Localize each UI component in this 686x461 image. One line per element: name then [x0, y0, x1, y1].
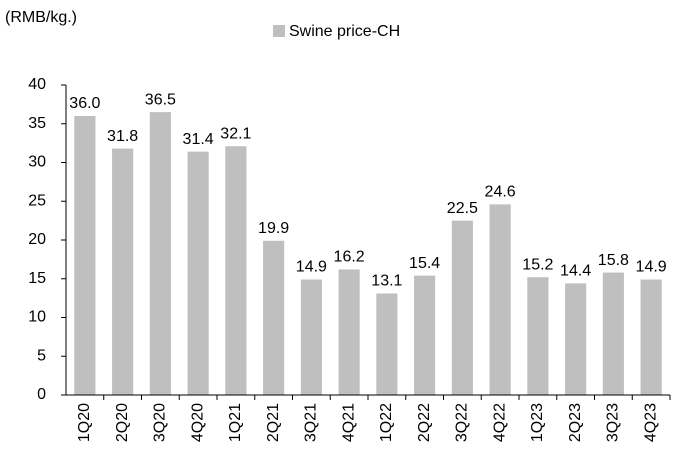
bar	[74, 116, 96, 395]
x-tick-label: 4Q21	[340, 403, 357, 442]
y-tick-label: 35	[28, 115, 46, 132]
legend-swatch	[273, 25, 285, 37]
y-tick-label: 40	[28, 76, 46, 93]
x-tick-label: 4Q23	[642, 403, 659, 442]
bar	[338, 269, 360, 395]
bar	[451, 220, 473, 395]
data-label: 36.5	[145, 91, 176, 108]
x-tick-label: 2Q23	[567, 403, 584, 442]
y-tick-label: 25	[28, 192, 46, 209]
bar	[527, 277, 549, 395]
y-tick-label: 20	[28, 231, 46, 248]
y-tick-label: 30	[28, 154, 46, 171]
data-label: 36.0	[69, 95, 100, 112]
data-label: 19.9	[258, 220, 289, 237]
data-label: 24.6	[485, 184, 516, 201]
x-tick-label: 1Q20	[76, 403, 93, 442]
legend-label: Swine price-CH	[289, 23, 400, 40]
x-tick-label: 4Q20	[189, 403, 206, 442]
bar	[602, 272, 624, 395]
y-tick-label: 0	[37, 386, 46, 403]
data-label: 15.2	[522, 256, 553, 273]
x-tick-label: 1Q21	[227, 403, 244, 442]
data-label: 14.9	[296, 259, 327, 276]
x-tick-label: 3Q23	[605, 403, 622, 442]
bar	[300, 279, 322, 395]
x-tick-label: 2Q22	[416, 403, 433, 442]
x-tick-label: 1Q22	[378, 403, 395, 442]
data-label: 14.9	[636, 259, 667, 276]
x-tick-label: 1Q23	[529, 403, 546, 442]
bar	[263, 240, 285, 395]
y-tick-label: 10	[28, 309, 46, 326]
bar	[187, 151, 209, 395]
x-tick-label: 2Q21	[265, 403, 282, 442]
y-unit: (RMB/kg.)	[5, 9, 77, 26]
data-label: 22.5	[447, 200, 478, 217]
data-label: 14.4	[560, 263, 591, 280]
x-tick-label: 3Q22	[454, 403, 471, 442]
bar	[225, 146, 247, 395]
bar	[414, 275, 436, 395]
bar	[640, 279, 662, 395]
data-label: 15.4	[409, 255, 440, 272]
bar	[149, 112, 171, 395]
data-label: 16.2	[334, 249, 365, 266]
data-label: 31.8	[107, 128, 138, 145]
data-label: 13.1	[371, 273, 402, 290]
data-label: 15.8	[598, 252, 629, 269]
x-tick-label: 3Q20	[152, 403, 169, 442]
y-tick-label: 5	[37, 347, 46, 364]
x-tick-label: 2Q20	[114, 403, 131, 442]
bar	[376, 293, 398, 395]
bar	[489, 204, 511, 395]
bar	[112, 148, 134, 395]
bar	[565, 283, 587, 395]
data-label: 32.1	[220, 125, 251, 142]
y-tick-label: 15	[28, 270, 46, 287]
x-tick-label: 3Q21	[303, 403, 320, 442]
x-tick-label: 4Q22	[491, 403, 508, 442]
data-label: 31.4	[183, 131, 214, 148]
